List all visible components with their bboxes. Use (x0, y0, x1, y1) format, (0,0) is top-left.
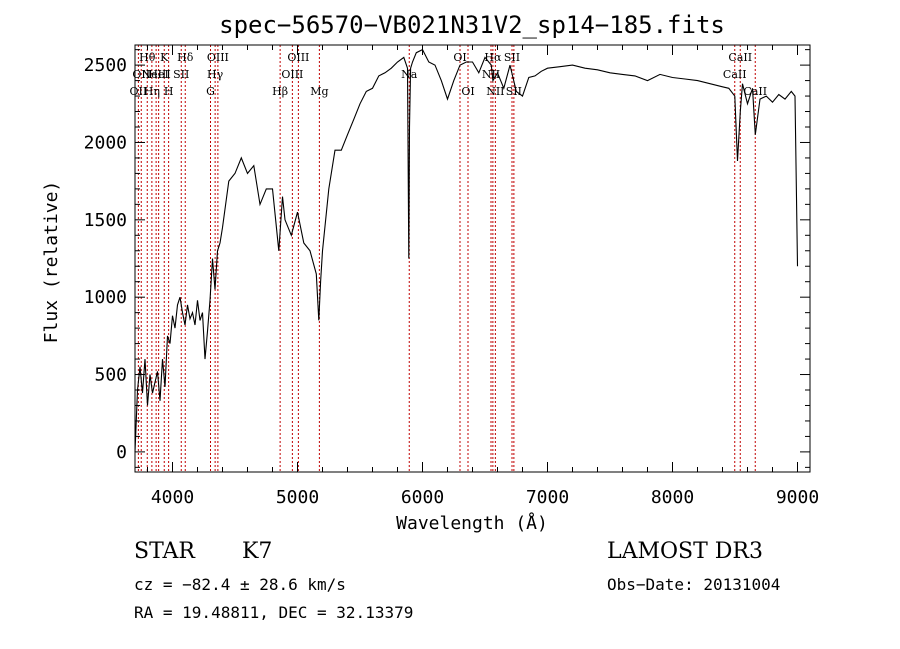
marker-label: CaII (743, 85, 767, 98)
marker-label: OII (132, 68, 150, 81)
marker-label: H (164, 85, 174, 98)
y-tick-label: 1500 (84, 210, 127, 231)
x-tick-label: 6000 (401, 487, 444, 508)
marker-label: Hγ (207, 68, 224, 81)
marker-label: HeI (148, 68, 168, 81)
x-tick-label: 8000 (651, 487, 694, 508)
x-tick-label: 4000 (151, 487, 194, 508)
marker-label: Hθ (139, 51, 156, 64)
spectrum-line (134, 48, 799, 452)
x-tick-label: 5000 (276, 487, 319, 508)
marker-label: CaII (723, 68, 747, 81)
marker-label: NII (486, 85, 504, 98)
y-tick-label: 1000 (84, 287, 127, 308)
marker-label: SII (504, 51, 520, 64)
axis-ticks (135, 45, 810, 472)
object-subclass: K7 (242, 539, 273, 564)
marker-label: OI (453, 51, 466, 64)
y-tick-label: 2500 (84, 55, 127, 76)
y-axis-label: Flux (relative) (41, 181, 62, 344)
marker-label: SII (173, 68, 189, 81)
y-tick-labels: 0 500 1000 1500 2000 2500 (84, 55, 127, 463)
redshift-cz: cz = −82.4 ± 28.6 km/s (134, 575, 346, 594)
y-tick-label: 500 (94, 365, 127, 386)
marker-label: OII (130, 85, 148, 98)
chart-title: spec−56570−VB021N31V2_sp14−185.fits (219, 11, 725, 39)
x-tick-label: 7000 (526, 487, 569, 508)
marker-label: Mg (310, 85, 328, 98)
observation-date: Obs−Date: 20131004 (607, 575, 781, 594)
marker-label: Hα (484, 51, 502, 64)
marker-label: OIII (281, 68, 303, 81)
marker-label: OIII (287, 51, 309, 64)
marker-label: OI (461, 85, 474, 98)
x-tick-label: 9000 (776, 487, 819, 508)
marker-label: NeIII (142, 68, 171, 81)
marker-label: Na (401, 68, 418, 81)
x-tick-labels: 4000 5000 6000 7000 8000 9000 (151, 487, 819, 508)
marker-label: CaII (728, 51, 752, 64)
survey-name: LAMOST DR3 (607, 539, 763, 564)
marker-label: K (160, 51, 169, 64)
line-markers (137, 45, 756, 472)
coordinates: RA = 19.48811, DEC = 32.13379 (134, 603, 414, 622)
marker-label: Hδ (177, 51, 194, 64)
marker-label: SII (506, 85, 522, 98)
y-tick-label: 0 (116, 442, 127, 463)
marker-label: NII (482, 68, 500, 81)
plot-frame (134, 44, 811, 473)
marker-label: Hβ (272, 85, 288, 98)
marker-label: Hη (144, 85, 160, 98)
object-class: STAR (134, 539, 195, 564)
marker-label: OIII (207, 51, 229, 64)
x-axis-label: Wavelength (Å) (396, 512, 548, 534)
marker-label: G (206, 85, 215, 98)
y-tick-label: 2000 (84, 132, 127, 153)
